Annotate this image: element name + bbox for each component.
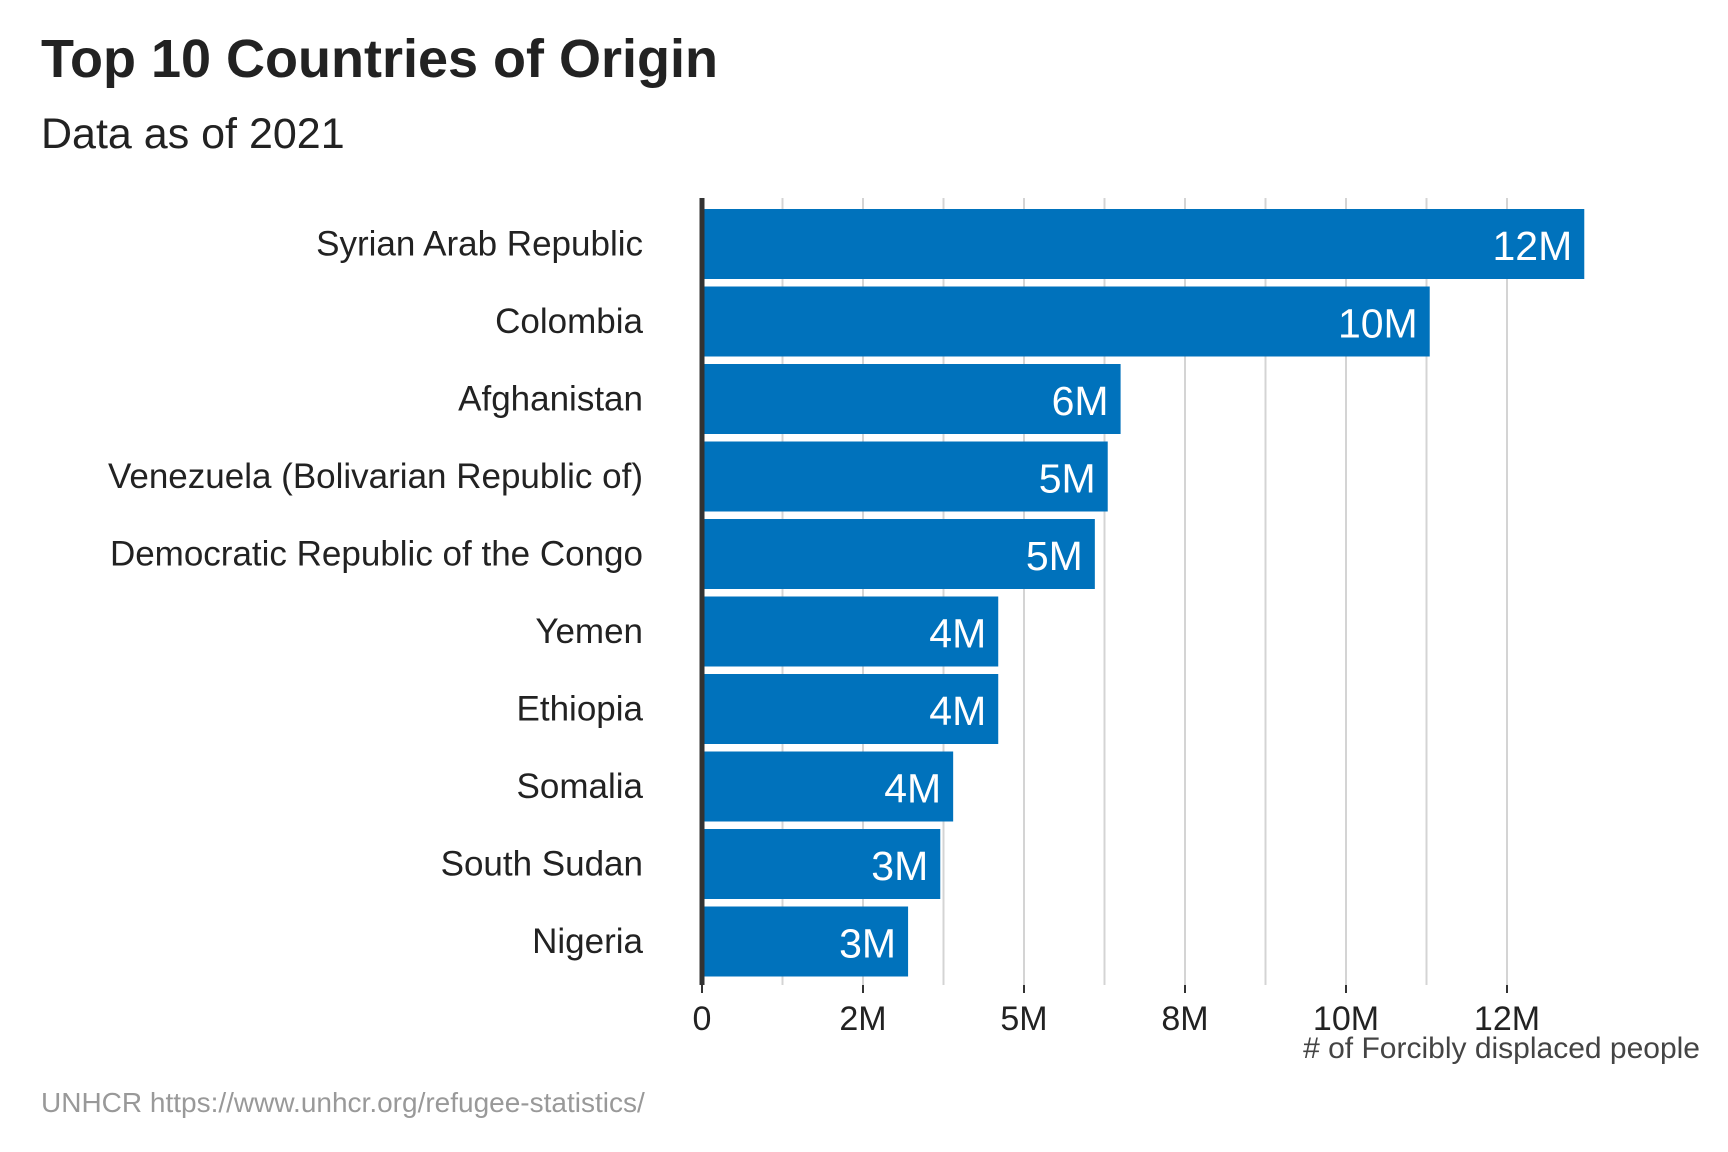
value-labels: 12M 10M 6M 5M 5M 4M 4M 4M 3M 3M bbox=[839, 223, 1572, 967]
bar-value-label: 12M bbox=[1493, 223, 1573, 269]
category-label: Colombia bbox=[495, 302, 643, 341]
bar bbox=[702, 906, 909, 977]
category-label: Venezuela (Bolivarian Republic of) bbox=[108, 457, 643, 496]
category-label: Nigeria bbox=[532, 922, 643, 961]
category-label: Democratic Republic of the Congo bbox=[110, 535, 643, 574]
category-label: South Sudan bbox=[441, 845, 643, 884]
x-tick-label: 8M bbox=[1161, 1000, 1208, 1038]
bar-value-label: 6M bbox=[1052, 378, 1109, 424]
bar bbox=[702, 209, 1585, 279]
category-labels: Syrian Arab Republic Colombia Afghanistan V… bbox=[108, 225, 644, 962]
bar-value-label: 5M bbox=[1026, 533, 1083, 579]
x-tick-label: 5M bbox=[1000, 1000, 1047, 1038]
bar-value-label: 5M bbox=[1039, 456, 1096, 502]
x-tick-label: 12M bbox=[1474, 1000, 1540, 1038]
bar bbox=[702, 829, 941, 899]
bar-value-label: 4M bbox=[929, 611, 986, 657]
x-axis-ticks: 0 2M 5M 8M 10M 12M bbox=[693, 985, 1540, 1038]
chart-title: Top 10 Countries of Origin bbox=[41, 29, 719, 89]
bar-value-label: 3M bbox=[839, 921, 896, 967]
bar-value-label: 4M bbox=[929, 688, 986, 734]
x-tick-label: 2M bbox=[839, 1000, 886, 1038]
bar bbox=[702, 441, 1108, 512]
bar bbox=[702, 596, 999, 667]
category-label: Afghanistan bbox=[458, 380, 643, 419]
x-tick-label: 0 bbox=[693, 1000, 712, 1038]
x-tick-label: 10M bbox=[1313, 1000, 1379, 1038]
category-label: Somalia bbox=[517, 767, 644, 806]
bar-value-label: 3M bbox=[871, 843, 928, 889]
bar bbox=[702, 674, 999, 744]
source-note: UNHCR https://www.unhcr.org/refugee-stat… bbox=[41, 1087, 645, 1118]
category-label: Yemen bbox=[535, 612, 643, 651]
bar-value-label: 10M bbox=[1338, 301, 1418, 347]
bar bbox=[702, 751, 954, 822]
category-label: Ethiopia bbox=[517, 690, 644, 729]
bar bbox=[702, 519, 1095, 589]
bar bbox=[702, 286, 1430, 357]
category-label: Syrian Arab Republic bbox=[316, 225, 643, 264]
bars bbox=[702, 209, 1585, 977]
bar-value-label: 4M bbox=[884, 766, 941, 812]
bar bbox=[702, 364, 1121, 434]
chart-subtitle: Data as of 2021 bbox=[41, 110, 345, 158]
x-axis-title: # of Forcibly displaced people bbox=[1303, 1032, 1700, 1065]
